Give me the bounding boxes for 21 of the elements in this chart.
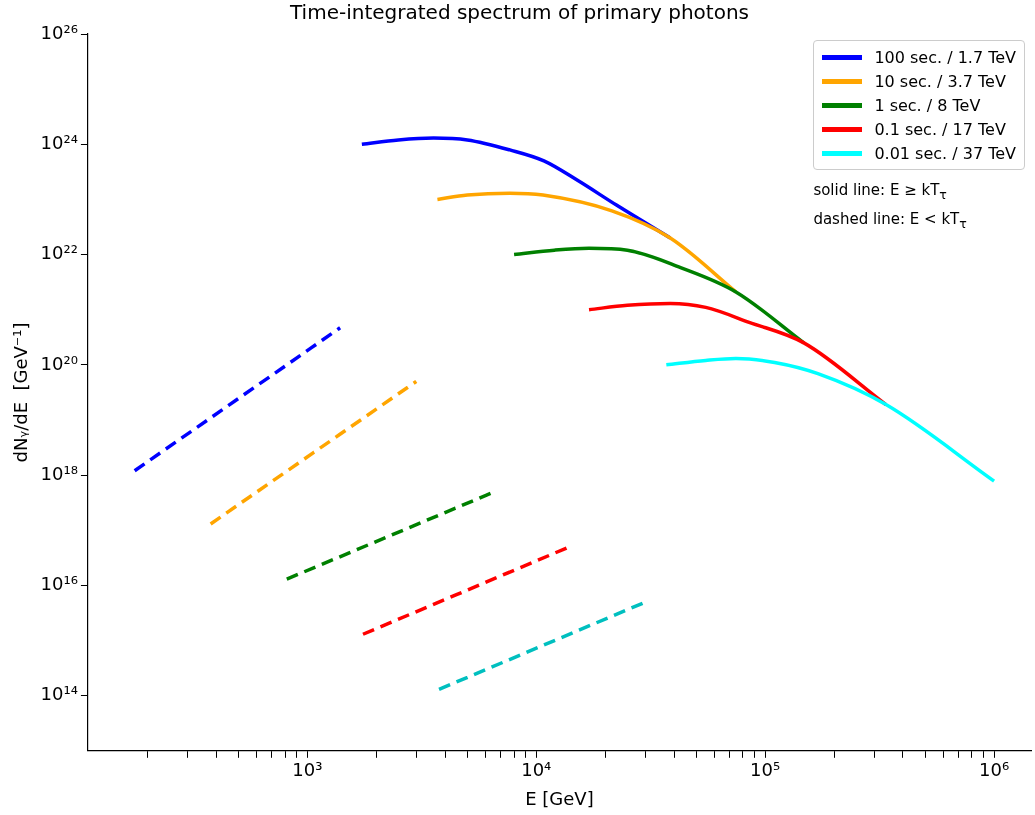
legend-label: 1 sec. / 8 TeV bbox=[874, 95, 981, 115]
x-tick-label: 10⁵ bbox=[750, 759, 781, 781]
y-axis-title: dNᵧ/dE [GeV⁻¹] bbox=[10, 322, 32, 463]
y-tick-label: 10²² bbox=[40, 242, 78, 264]
x-axis-title: E [GeV] bbox=[525, 787, 594, 809]
annotation: dashed line: E < kT$_{τ}$ bbox=[813, 209, 967, 233]
x-tick-label: 10⁴ bbox=[521, 759, 552, 781]
y-tick-label: 10¹⁸ bbox=[40, 462, 78, 484]
legend-label: 0.01 sec. / 37 TeV bbox=[874, 143, 1016, 163]
y-tick-label: 10²⁴ bbox=[40, 131, 78, 153]
x-tick-label: 10³ bbox=[292, 759, 323, 781]
y-tick-label: 10²⁶ bbox=[40, 21, 78, 43]
y-tick-label: 10¹⁶ bbox=[40, 573, 78, 595]
legend-label: 10 sec. / 3.7 TeV bbox=[874, 71, 1006, 91]
legend-label: 100 sec. / 1.7 TeV bbox=[874, 47, 1016, 67]
legend-label: 0.1 sec. / 17 TeV bbox=[874, 119, 1006, 139]
y-tick-label: 10¹⁴ bbox=[40, 683, 78, 705]
annotation: solid line: E ≥ kT$_{τ}$ bbox=[813, 180, 948, 204]
chart-title: Time-integrated spectrum of primary photons bbox=[289, 0, 749, 25]
x-tick-label: 10⁶ bbox=[979, 759, 1010, 781]
y-tick-label: 10²⁰ bbox=[40, 352, 78, 374]
